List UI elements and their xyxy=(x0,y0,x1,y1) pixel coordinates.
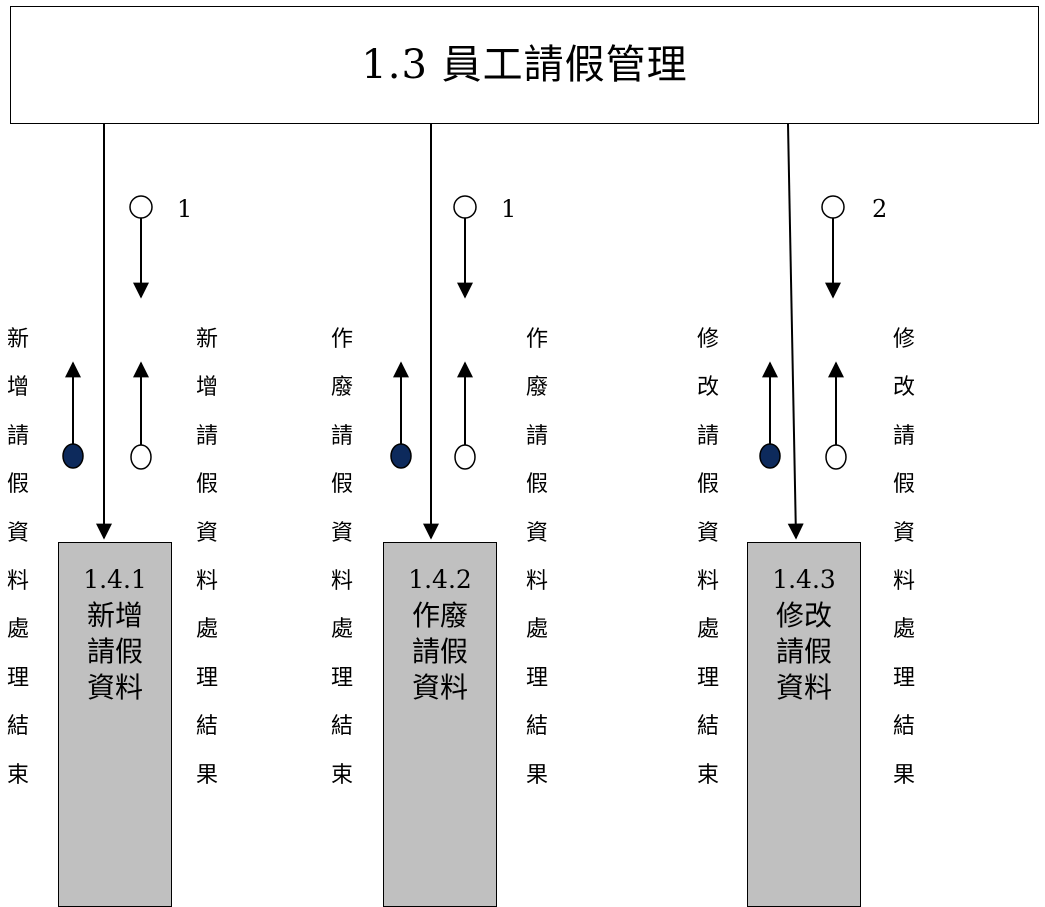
data-couple-label-3: 修改請假資料處理結果 xyxy=(892,327,915,788)
control-flag-3 xyxy=(759,361,781,469)
control-flag-label-1: 新增請假資料處理結束 xyxy=(6,327,29,788)
top-module-box[interactable]: 1.3 員工請假管理 xyxy=(10,6,1039,124)
control-flag-2 xyxy=(390,361,412,469)
module-number: 1.4.3 xyxy=(772,565,836,594)
module-name-line: 請假 xyxy=(86,635,143,668)
input-data-couple-2 xyxy=(453,195,477,299)
couple-number-2: 1 xyxy=(501,195,517,223)
module-number: 1.4.2 xyxy=(408,565,472,594)
control-flag-label-2: 作廢請假資料處理結束 xyxy=(330,327,353,788)
input-data-couple-3 xyxy=(821,195,845,299)
module-name-line: 請假 xyxy=(411,635,468,668)
module-box-1[interactable]: 1.4.1 新增 請假 資料 xyxy=(58,542,172,907)
call-line-3 xyxy=(787,123,804,540)
couple-number-1: 1 xyxy=(177,195,193,223)
top-module-title: 1.3 員工請假管理 xyxy=(361,42,688,88)
module-name-line: 修改 xyxy=(775,599,832,632)
module-name-line: 資料 xyxy=(411,671,468,704)
couple-number-3: 2 xyxy=(872,195,888,223)
output-data-couple-3 xyxy=(825,361,847,470)
output-data-couple-2 xyxy=(454,361,476,470)
module-name-line: 資料 xyxy=(775,671,832,704)
output-data-couple-1 xyxy=(130,361,152,470)
module-name-line: 新增 xyxy=(86,599,143,632)
module-box-2[interactable]: 1.4.2 作廢 請假 資料 xyxy=(383,542,497,907)
module-number: 1.4.1 xyxy=(83,565,147,594)
data-couple-label-2: 作廢請假資料處理結果 xyxy=(525,327,548,788)
input-data-couple-1 xyxy=(129,195,153,299)
module-name-line: 作廢 xyxy=(411,599,468,632)
control-flag-label-3: 修改請假資料處理結束 xyxy=(696,327,719,788)
module-name-line: 資料 xyxy=(86,671,143,704)
module-box-3[interactable]: 1.4.3 修改 請假 資料 xyxy=(747,542,861,907)
data-couple-label-1: 新增請假資料處理結果 xyxy=(195,327,218,788)
control-flag-1 xyxy=(62,361,84,469)
module-name-line: 請假 xyxy=(775,635,832,668)
